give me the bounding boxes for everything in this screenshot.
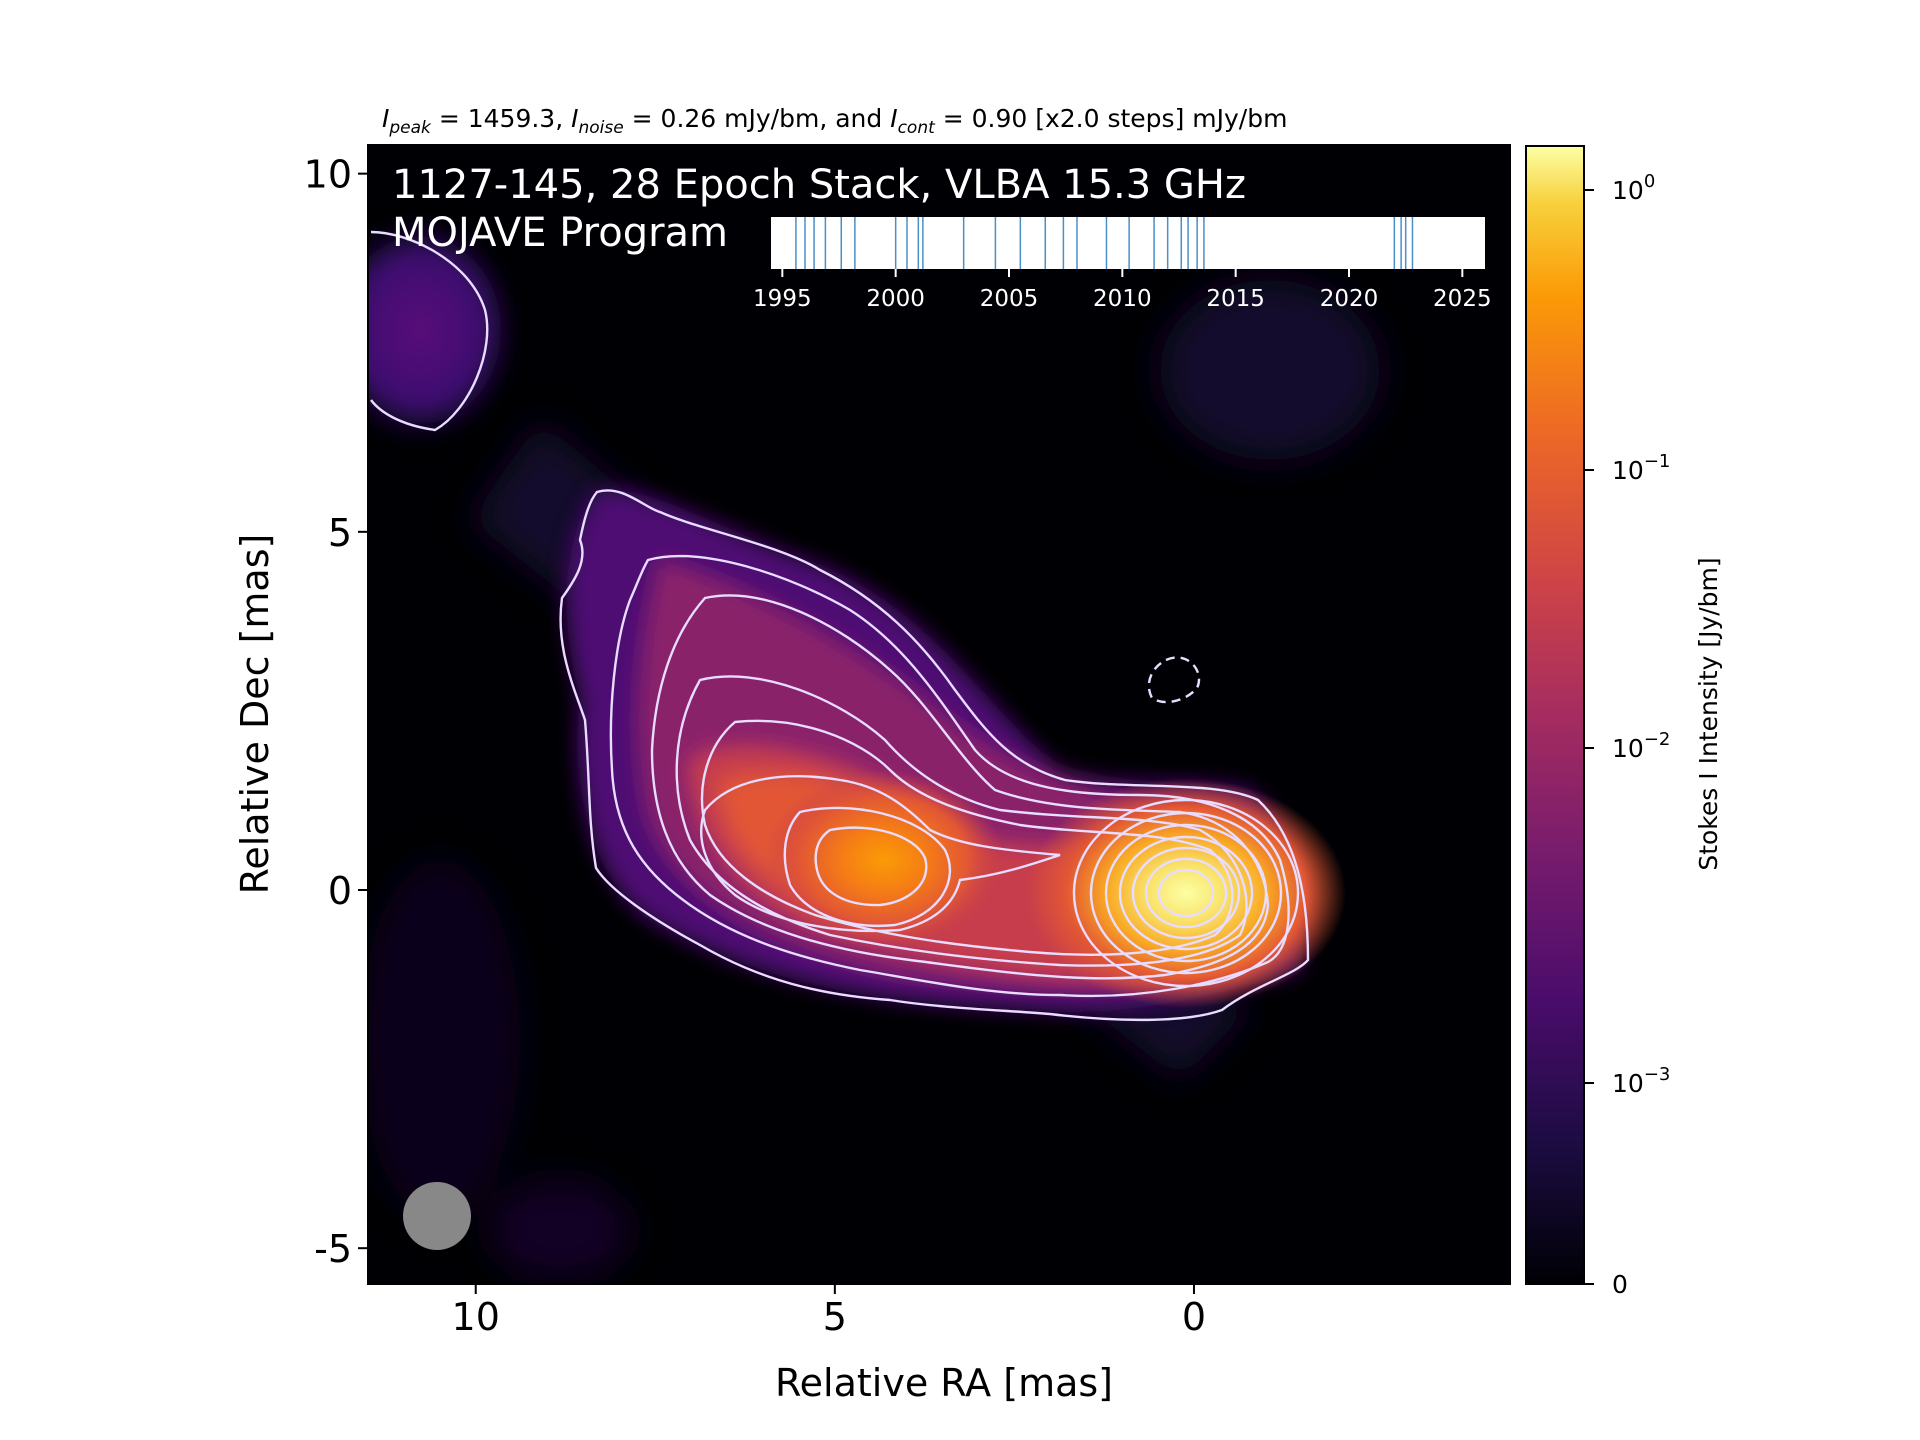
contour-core-5 bbox=[1131, 846, 1241, 940]
colorbar-tick-label: 0 bbox=[1612, 1270, 1628, 1299]
contour-core-3 bbox=[1104, 823, 1268, 963]
contour-knot-1 bbox=[783, 806, 951, 927]
colorbar-label: Stokes I Intensity [Jy/bm] bbox=[1694, 557, 1723, 870]
core bbox=[1026, 778, 1346, 1008]
y-tick-label: 5 bbox=[328, 511, 352, 555]
axes: 10 5 0 -5 0 5 10 bbox=[304, 153, 1206, 1339]
beam-ellipse bbox=[403, 1182, 471, 1250]
colorbar-tick-label: 10−3 bbox=[1612, 1064, 1670, 1098]
timeline-tick-label: 1995 bbox=[753, 286, 812, 312]
caption-cont-symbol: I bbox=[890, 104, 897, 133]
caption-peak-text: = 1459.3, bbox=[431, 104, 571, 133]
x-tick-label: 0 bbox=[1182, 1295, 1206, 1339]
contour-6 bbox=[700, 775, 1061, 933]
contours bbox=[370, 230, 1310, 1022]
caption-peak-subscript: peak bbox=[388, 118, 432, 138]
timeline-tick-label: 2005 bbox=[980, 286, 1039, 312]
timeline-tick-label: 2015 bbox=[1206, 286, 1265, 312]
colorbar-ticks: 100 10−1 10−2 10−3 0 bbox=[1584, 171, 1670, 1299]
x-tick-label: 5 bbox=[823, 1295, 847, 1339]
caption-noise-subscript: noise bbox=[578, 118, 623, 138]
contour-core-4 bbox=[1118, 835, 1254, 951]
contour-blob bbox=[370, 230, 489, 432]
y-tick-label: -5 bbox=[314, 1227, 352, 1271]
timeline-tick-label: 2000 bbox=[866, 286, 925, 312]
northeast-blob bbox=[368, 220, 515, 440]
contour-core-7 bbox=[1157, 868, 1215, 918]
colorbar-tick-label: 10−2 bbox=[1612, 729, 1670, 763]
contour-1 bbox=[559, 489, 1310, 1022]
contour-2 bbox=[609, 554, 1290, 998]
x-tick-label: 10 bbox=[452, 1295, 500, 1339]
caption-peak-symbol: I bbox=[382, 104, 389, 133]
colorbar bbox=[1525, 145, 1585, 1285]
y-axis-label: Relative Dec [mas] bbox=[233, 534, 277, 895]
contour-4 bbox=[675, 675, 1248, 967]
colorbar-tick-label: 10−1 bbox=[1612, 451, 1670, 485]
timeline-tick-label: 2025 bbox=[1433, 286, 1492, 312]
x-axis-label: Relative RA [mas] bbox=[775, 1361, 1113, 1405]
intensity-caption: Ipeak = 1459.3, Inoise = 0.26 mJy/bm, an… bbox=[382, 104, 1287, 138]
caption-noise-symbol: I bbox=[571, 104, 578, 133]
y-tick-label: 10 bbox=[304, 153, 352, 197]
colorbar-tick-label: 100 bbox=[1612, 171, 1655, 205]
contour-core-2 bbox=[1089, 811, 1283, 975]
contour-core-1 bbox=[1072, 798, 1300, 988]
contour-core-6 bbox=[1144, 857, 1228, 929]
epoch-timeline: 1995 2000 2005 2010 2015 2020 2025 bbox=[753, 217, 1492, 312]
contour-5 bbox=[700, 719, 1234, 956]
contour-knot-2 bbox=[814, 826, 928, 907]
axes-frame bbox=[367, 144, 1511, 1285]
y-tick-label: 0 bbox=[328, 869, 352, 913]
timeline-tick-label: 2020 bbox=[1320, 286, 1379, 312]
negative-contour bbox=[1147, 656, 1201, 704]
caption-noise-text: = 0.26 mJy/bm, and bbox=[624, 104, 891, 133]
caption-cont-subscript: cont bbox=[898, 118, 937, 138]
timeline-box bbox=[771, 217, 1485, 269]
intensity-map: 1127-145, 28 Epoch Stack, VLBA 15.3 GHz … bbox=[368, 145, 1510, 1284]
program-name: MOJAVE Program bbox=[392, 210, 728, 256]
timeline-tick-label: 2010 bbox=[1093, 286, 1152, 312]
source-title: 1127-145, 28 Epoch Stack, VLBA 15.3 GHz bbox=[392, 162, 1246, 208]
jet-knot bbox=[764, 770, 1004, 950]
caption-cont-text: = 0.90 [x2.0 steps] mJy/bm bbox=[935, 104, 1288, 133]
contour-3 bbox=[650, 594, 1270, 980]
